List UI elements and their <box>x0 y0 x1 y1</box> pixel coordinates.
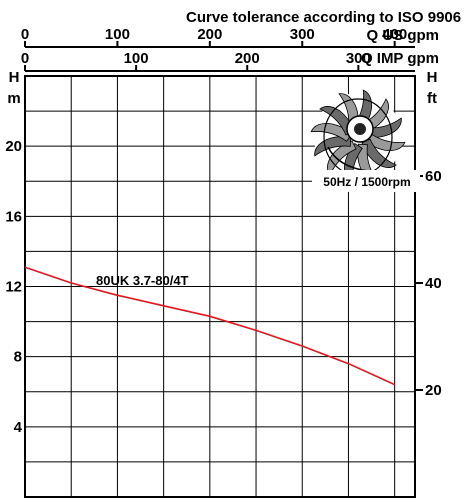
left-axis-label-unit: m <box>7 90 20 107</box>
plot-frame <box>24 75 416 498</box>
top-axis-us-tick-label: 300 <box>290 26 315 43</box>
left-axis-tick-label: 4 <box>14 419 23 436</box>
top-axis-us-label: Q US gpm <box>366 27 439 44</box>
right-axis-tick-label: 60 <box>425 168 442 185</box>
top-axis-imp-ticks: 0 100 200 300 <box>21 50 415 72</box>
right-axis-tick-label: 20 <box>425 382 442 399</box>
top-axis-imp-tick-label: 300 <box>346 50 371 67</box>
top-axis-imp-label: Q IMP gpm <box>361 50 439 67</box>
top-axis-imp-tick-label: 200 <box>235 50 260 67</box>
top-axis-imp-tick-label: 0 <box>21 50 29 67</box>
left-axis-tick-label: 8 <box>14 349 22 366</box>
right-axis-label-unit: ft <box>427 90 437 107</box>
series-line <box>24 266 396 386</box>
top-axis-us-tick-label: 200 <box>197 26 222 43</box>
speed-label-bg <box>312 170 420 192</box>
left-axis-label-h: H <box>9 69 20 86</box>
top-axis-imp-tick-label: 100 <box>124 50 149 67</box>
top-axis-us-tick-label: 0 <box>21 26 29 43</box>
right-axis-label-h: H <box>427 69 438 86</box>
top-axis-us-tick-label: 400 <box>382 26 407 43</box>
top-axis-us-tick-label: 100 <box>105 26 130 43</box>
series-group <box>24 266 396 386</box>
left-axis-tick-label: 16 <box>5 208 22 225</box>
left-axis-tick-label: 12 <box>5 279 22 296</box>
right-axis-tick-label: 40 <box>425 275 442 292</box>
series-label: 80UK 3.7-80/4T <box>96 273 189 288</box>
chart-title: Curve tolerance according to ISO 9906 <box>186 9 461 26</box>
left-axis-ticks: 4 8 12 16 20 <box>5 138 22 436</box>
left-axis-tick-label: 20 <box>5 138 22 155</box>
right-axis-ticks: 20 40 60 <box>415 168 442 399</box>
speed-annotation: 50Hz / 1500rpm <box>323 175 410 189</box>
top-axis-us-ticks: 0 100 200 300 400 <box>21 26 415 48</box>
